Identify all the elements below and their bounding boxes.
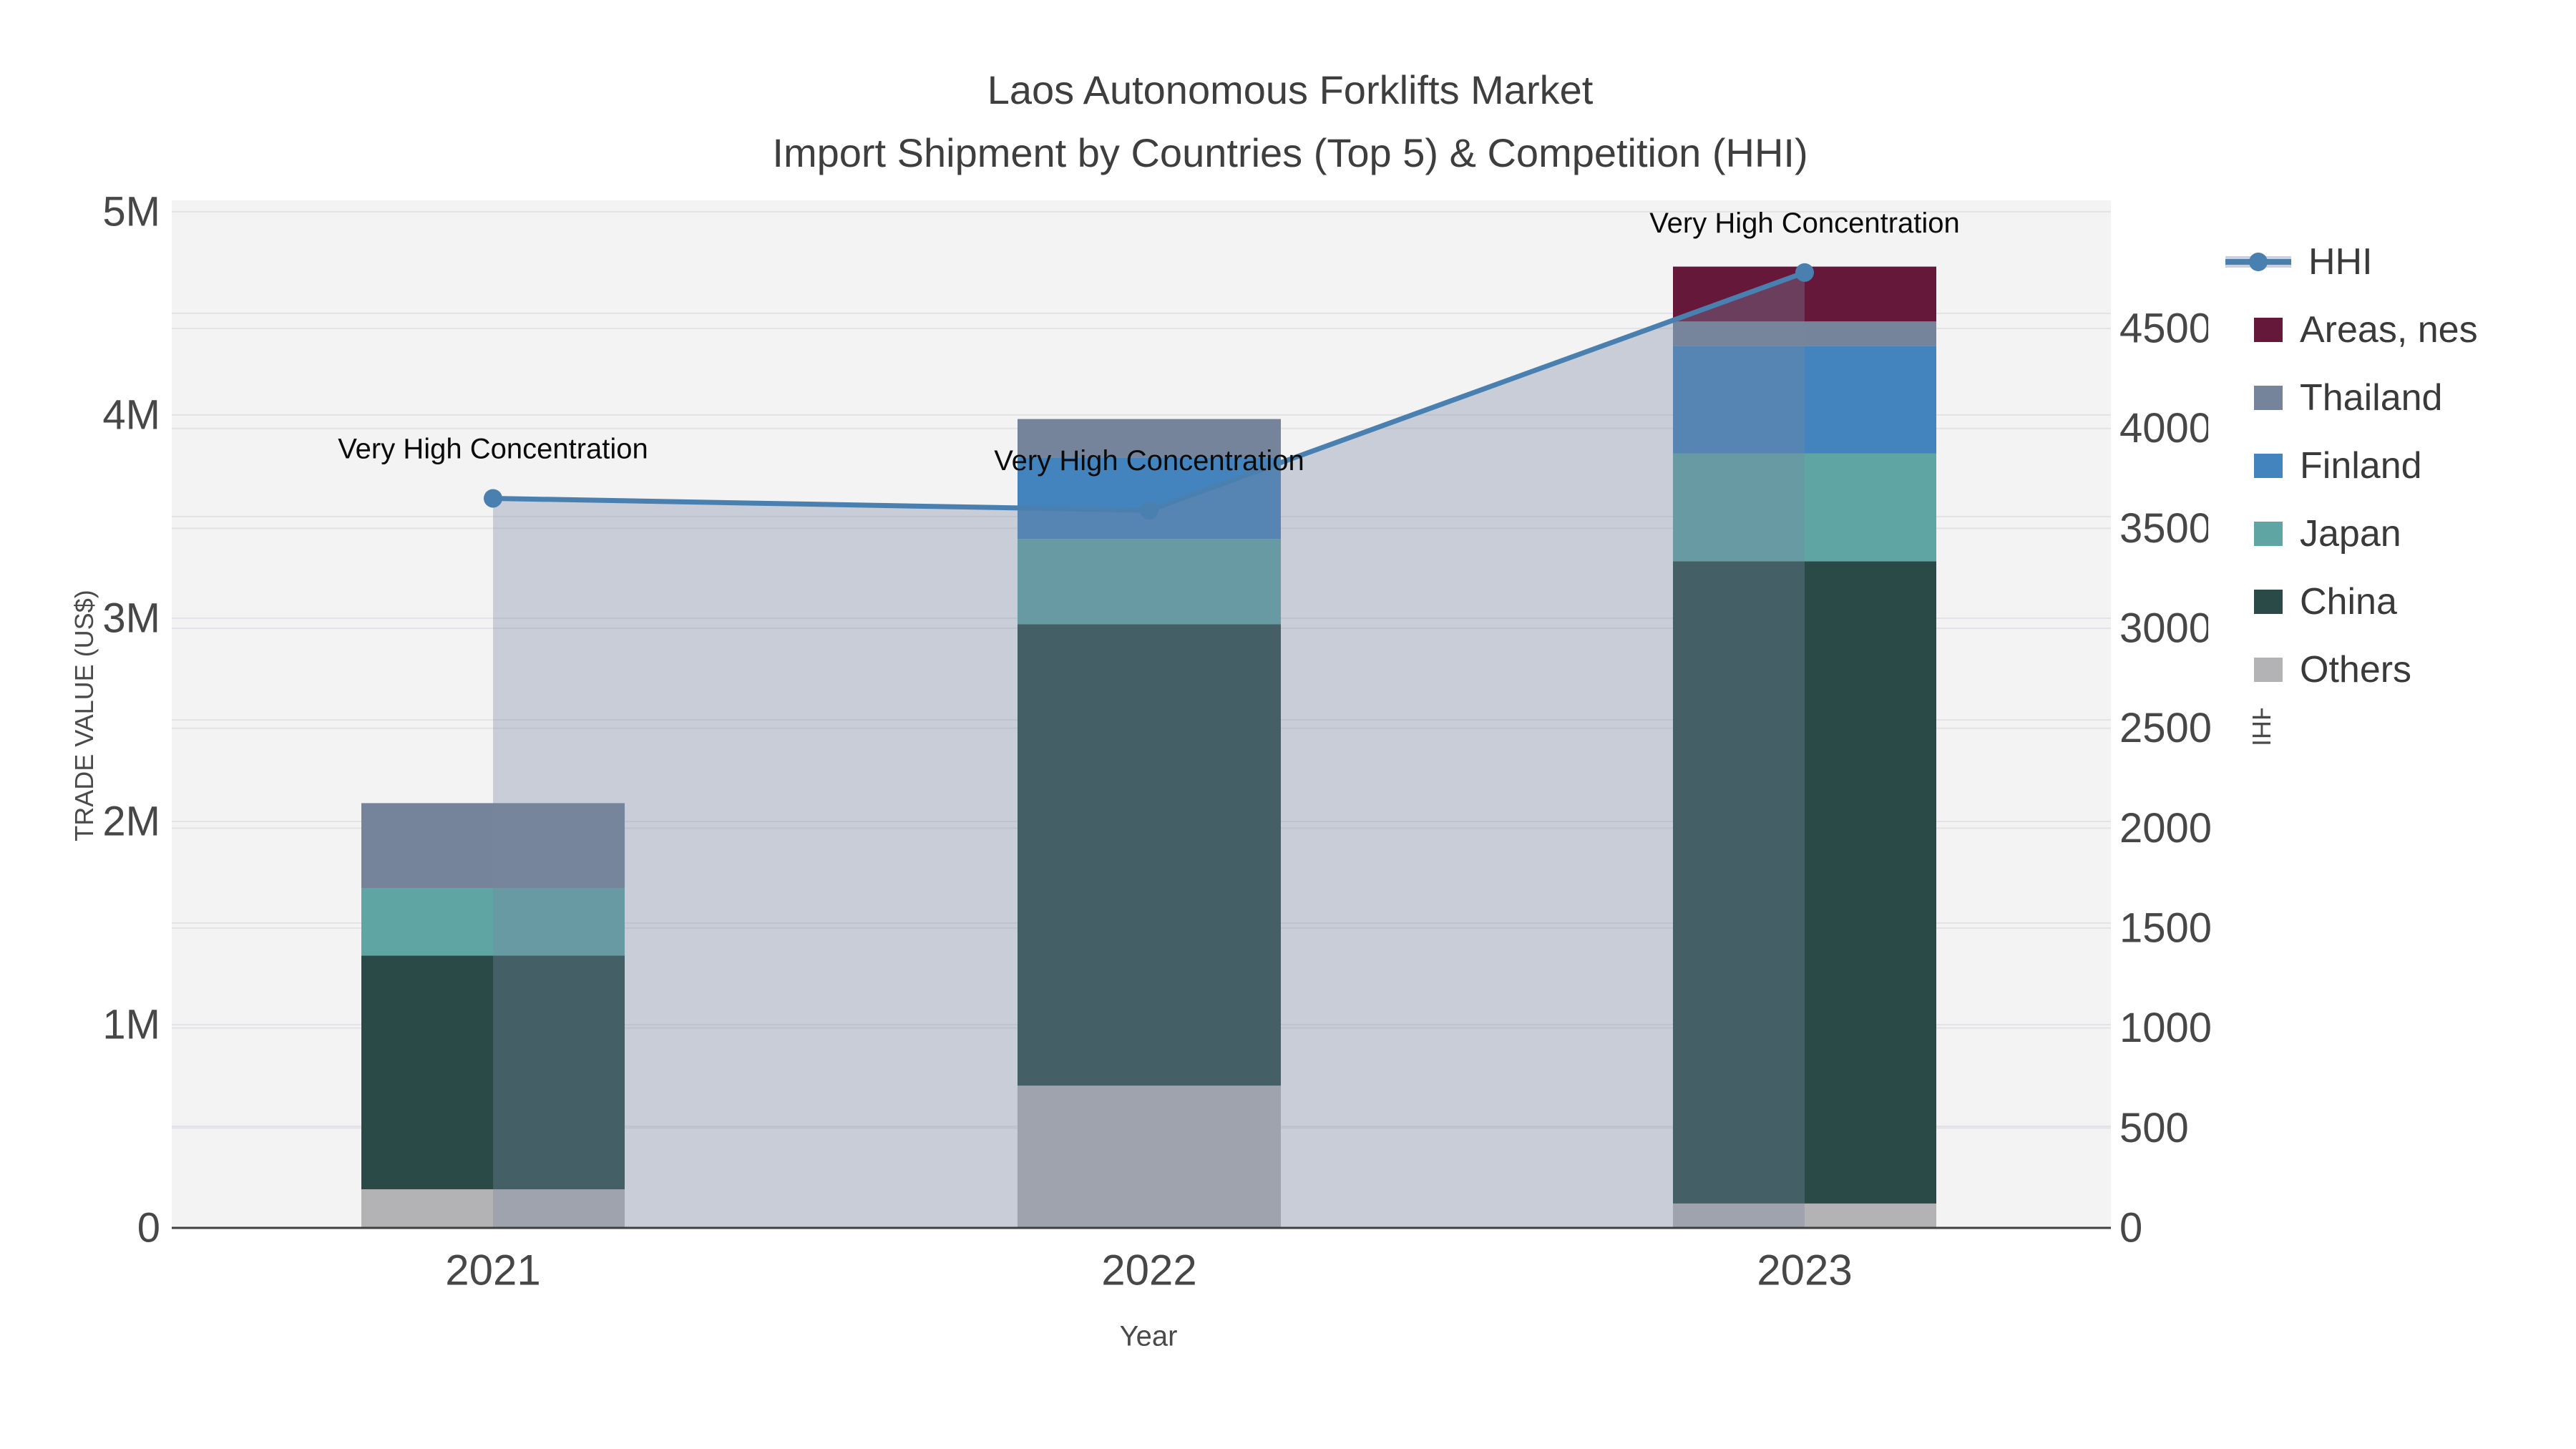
legend-label: Others: [2300, 648, 2412, 691]
legend-swatch-china: [2254, 589, 2283, 614]
y-right-tick: 2500: [2119, 705, 2212, 751]
bar-segment-thailand-2021[interactable]: [361, 803, 625, 889]
legend-item-japan[interactable]: Japan: [2208, 499, 2562, 567]
legend-swatch-thailand: [2254, 385, 2283, 410]
legend-swatch-finland: [2254, 453, 2283, 478]
bar-segment-china-2022[interactable]: [1018, 624, 1281, 1086]
x-tick-2022: 2022: [1101, 1246, 1196, 1294]
y-right-tick: 500: [2119, 1105, 2189, 1151]
x-tick-2021: 2021: [445, 1246, 540, 1294]
bar-segment-thailand-2023[interactable]: [1673, 321, 1936, 346]
x-tick-2023: 2023: [1757, 1246, 1852, 1294]
y-right-tick: 0: [2119, 1205, 2142, 1252]
y-right-tick: 3500: [2119, 505, 2212, 552]
bar-segment-china-2021[interactable]: [361, 955, 625, 1190]
legend-label: China: [2300, 580, 2397, 623]
y-right-tick: 4500: [2119, 306, 2212, 352]
legend-swatch-areas--nes: [2254, 317, 2283, 342]
legend-swatch-others: [2254, 657, 2283, 682]
legend-item-finland[interactable]: Finland: [2208, 431, 2562, 499]
legend-label: Japan: [2300, 512, 2401, 555]
x-axis-title: Year: [1119, 1320, 1178, 1352]
legend-item-others[interactable]: Others: [2208, 635, 2562, 703]
bar-segment-others-2023[interactable]: [1673, 1203, 1936, 1228]
annotation-2023: Very High Concentration: [1649, 208, 1960, 239]
legend-item-thailand[interactable]: Thailand: [2208, 364, 2562, 431]
y-left-tick: 0: [137, 1205, 160, 1252]
y-right-axis-title: HHI: [2247, 702, 2276, 746]
legend-item-areas--nes[interactable]: Areas, nes: [2208, 296, 2562, 364]
y-right-tick: 1000: [2119, 1005, 2212, 1051]
bar-segment-japan-2021[interactable]: [361, 888, 625, 956]
bar-segment-japan-2022[interactable]: [1018, 539, 1281, 625]
bar-segment-others-2021[interactable]: [361, 1189, 625, 1228]
hhi-point-2023[interactable]: [1795, 263, 1814, 282]
legend-swatch-japan: [2254, 521, 2283, 546]
bar-segment-finland-2023[interactable]: [1673, 346, 1936, 454]
bar-segment-japan-2023[interactable]: [1673, 453, 1936, 562]
annotation-2022: Very High Concentration: [994, 445, 1304, 477]
y-left-tick: 3M: [102, 595, 160, 641]
bar-segment-others-2022[interactable]: [1018, 1085, 1281, 1228]
legend-item-china[interactable]: China: [2208, 567, 2562, 635]
y-right-tick: 3000: [2119, 605, 2212, 652]
y-right-tick: 2000: [2119, 805, 2212, 852]
hhi-point-2022[interactable]: [1140, 501, 1158, 520]
y-left-tick: 1M: [102, 1001, 160, 1048]
legend-label: Thailand: [2300, 376, 2443, 419]
annotation-2021: Very High Concentration: [338, 433, 648, 464]
legend: HHI Areas, nes Thailand Finland Japan China Ot…: [2208, 228, 2562, 708]
y-left-tick: 5M: [102, 188, 160, 235]
hhi-area-fill: [493, 272, 1805, 1228]
bar-segment-china-2023[interactable]: [1673, 561, 1936, 1204]
hhi-line-swatch: [2225, 252, 2291, 271]
y-left-tick: 2M: [102, 798, 160, 844]
legend-label: HHI: [2308, 240, 2373, 283]
legend-label: Areas, nes: [2300, 308, 2478, 351]
y-left-axis-title: TRADE VALUE (US$): [69, 590, 99, 841]
hhi-marker-sample: [2249, 252, 2268, 271]
y-right-tick: 1500: [2119, 905, 2212, 952]
bar-segment-thailand-2022[interactable]: [1018, 419, 1281, 458]
hhi-point-2021[interactable]: [484, 489, 502, 508]
bar-segment-finland-2022[interactable]: [1018, 457, 1281, 540]
y-right-tick: 4000: [2119, 405, 2212, 452]
legend-label: Finland: [2300, 444, 2422, 487]
y-left-tick: 4M: [102, 391, 160, 438]
legend-item-hhi[interactable]: HHI: [2208, 228, 2562, 296]
